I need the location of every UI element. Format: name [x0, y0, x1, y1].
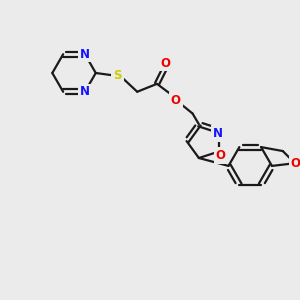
Text: S: S — [113, 70, 122, 83]
Text: N: N — [213, 127, 223, 140]
Text: O: O — [216, 149, 226, 162]
Text: N: N — [80, 85, 90, 98]
Text: O: O — [161, 57, 171, 70]
Text: N: N — [80, 48, 90, 61]
Text: O: O — [291, 158, 300, 170]
Text: O: O — [171, 94, 181, 107]
